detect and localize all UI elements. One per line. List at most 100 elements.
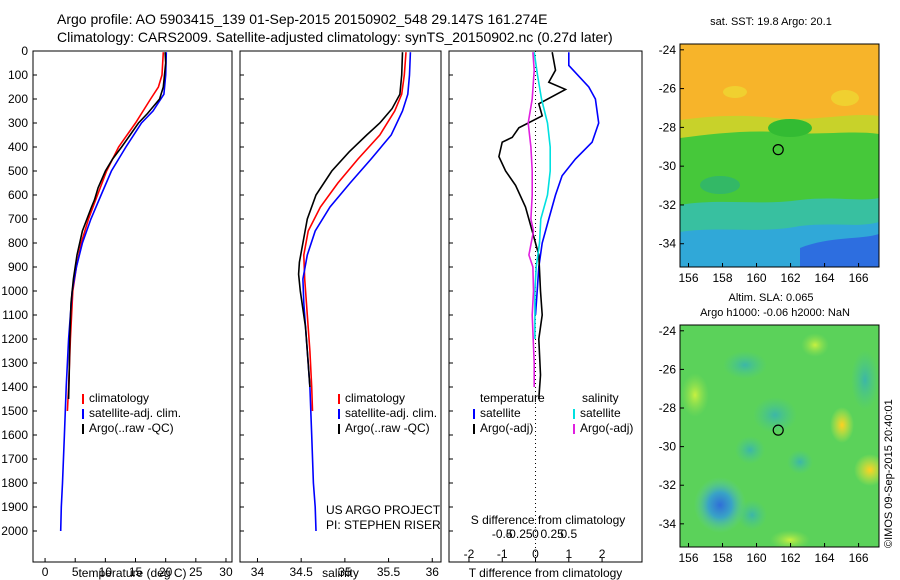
sla-lat-label: -30 — [659, 440, 677, 454]
salinity-panel: 34 34.5 35 35.5 36 salinity climatologysatelli… — [239, 50, 442, 580]
t-diff-tick-label: -2 — [464, 547, 475, 561]
plot-title-line1: Argo profile: AO 5903415_139 01-Sep-2015… — [57, 11, 548, 27]
depth-tick-label: 1700 — [1, 452, 28, 466]
depth-tick-label: 1400 — [1, 380, 28, 394]
s-diff-tick-label: -0.25 — [505, 527, 533, 541]
temperature-tick-label: 15 — [129, 565, 143, 579]
depth-tick-label: 400 — [8, 140, 28, 154]
sla-lon-label: 158 — [713, 551, 733, 565]
depth-tick-label: 1200 — [1, 332, 28, 346]
salinity-tick-label: 34 — [251, 565, 265, 579]
s-diff-axis-label: S difference from climatology — [471, 513, 626, 527]
sla-lat-label: -34 — [659, 517, 677, 531]
sst-lat-label: -28 — [659, 120, 677, 134]
temperature-tick-label: 25 — [189, 565, 203, 579]
sla-float-marker — [772, 424, 784, 436]
depth-tick-label: 300 — [8, 116, 28, 130]
depth-tick-label: 500 — [8, 164, 28, 178]
temperature-axis-label: temperature (deg C) — [78, 566, 186, 580]
sst-lon-label: 160 — [747, 271, 767, 285]
s-diff-tick-label: 0.5 — [560, 527, 577, 541]
sst-lon-label: 156 — [678, 271, 698, 285]
salinity-legend-argo: Argo(..raw -QC) — [345, 421, 430, 435]
temperature-panel: 0100200300400500600700800900100011001200… — [1, 44, 233, 580]
temperature-series-argo — [67, 52, 167, 400]
sla-map: 156 158 160 162 164 166 -24 -26 -28 -30 -32 -34 — [659, 324, 880, 565]
sla-lon-label: 166 — [849, 551, 869, 565]
legend-header-salinity: salinity — [582, 391, 619, 405]
salinity-legend-climatology: climatology — [345, 391, 405, 405]
imos-watermark: ©IMOS 09-Sep-2015 20:40:01 — [883, 399, 895, 548]
salinity-series-climatology — [302, 52, 407, 412]
t-diff-tick-label: 1 — [565, 547, 572, 561]
temperature-tick-label: 20 — [159, 565, 173, 579]
difference-panel: -2 -1 0 1 2-0.5-0.25 0 0.250.5S difference fro… — [448, 50, 643, 580]
depth-tick-label: 900 — [8, 260, 28, 274]
temperature-tick-label: 10 — [99, 565, 113, 579]
s-diff-tick-label: 0.25 — [540, 527, 564, 541]
pi-annotation: PI: STEPHEN RISER — [326, 518, 441, 532]
sst-map-title: sat. SST: 19.8 Argo: 20.1 — [710, 16, 832, 28]
depth-tick-label: 1300 — [1, 356, 28, 370]
salinity-tick-label: 34.5 — [289, 565, 313, 579]
sst-lon-label: 166 — [849, 271, 869, 285]
temperature-tick-label: 30 — [219, 565, 233, 579]
depth-tick-label: 2000 — [1, 524, 28, 538]
sla-lon-label: 160 — [747, 551, 767, 565]
sla-lat-label: -26 — [659, 362, 677, 376]
s-diff-tick-label: 0 — [532, 527, 539, 541]
depth-tick-label: 1000 — [1, 284, 28, 298]
temperature-legend-satellite: satellite-adj. clim. — [89, 406, 181, 420]
depth-tick-label: 700 — [8, 212, 28, 226]
depth-tick-label: 0 — [21, 44, 28, 58]
temperature-frame — [32, 50, 233, 563]
difference-series-s_argo — [527, 52, 536, 387]
temperature-legend-argo: Argo(..raw -QC) — [89, 421, 174, 435]
depth-tick-label: 1800 — [1, 476, 28, 490]
depth-tick-label: 600 — [8, 188, 28, 202]
sst-lat-label: -26 — [659, 82, 677, 96]
temperature-legend-climatology: climatology — [89, 391, 149, 405]
depth-tick-label: 800 — [8, 236, 28, 250]
salinity-axis-label: salinity — [322, 566, 359, 580]
depth-tick-label: 1100 — [2, 308, 28, 322]
temperature-tick-label: 0 — [42, 565, 49, 579]
difference-legend-t-satellite: satellite — [480, 406, 521, 420]
sst-float-marker — [772, 144, 784, 156]
depth-tick-label: 1500 — [1, 404, 28, 418]
sst-lon-label: 162 — [781, 271, 801, 285]
salinity-tick-label: 35.5 — [377, 565, 401, 579]
sla-lon-label: 164 — [815, 551, 835, 565]
difference-legend-s-satellite: satellite — [580, 406, 621, 420]
sst-lon-label: 158 — [713, 271, 733, 285]
t-diff-tick-label: -1 — [497, 547, 508, 561]
salinity-tick-label: 35 — [338, 565, 352, 579]
sla-lon-label: 156 — [678, 551, 698, 565]
depth-tick-label: 1600 — [1, 428, 28, 442]
sst-lon-label: 164 — [815, 271, 835, 285]
salinity-series-satellite — [302, 52, 412, 532]
t-diff-tick-label: 2 — [599, 547, 606, 561]
sst-map: 156 158 160 162 164 166 -24 -26 -28 -30 -32 -34 — [659, 43, 880, 285]
sla-lon-label: 162 — [781, 551, 801, 565]
plot-title-line2: Climatology: CARS2009. Satellite-adjuste… — [57, 29, 613, 45]
depth-tick-label: 1900 — [1, 500, 28, 514]
sst-lat-label: -30 — [659, 159, 677, 173]
sla-lat-label: -24 — [659, 324, 677, 338]
salinity-tick-label: 36 — [426, 565, 440, 579]
t-diff-tick-label: 0 — [532, 547, 539, 561]
temperature-tick-label: 5 — [72, 565, 79, 579]
legend-header-temperature: temperature — [480, 391, 545, 405]
t-diff-axis-label: T difference from climatology — [469, 566, 623, 580]
temperature-series-climatology — [66, 52, 165, 412]
difference-series-argo — [498, 52, 568, 400]
sla-lat-label: -32 — [659, 478, 677, 492]
difference-legend-s-argo: Argo(-adj) — [580, 421, 633, 435]
difference-series-t_satellite — [534, 52, 600, 316]
depth-tick-label: 200 — [8, 92, 28, 106]
sla-lat-label: -28 — [659, 401, 677, 415]
sst-lat-label: -24 — [659, 43, 677, 57]
temperature-series-satellite — [59, 52, 168, 532]
salinity-frame — [239, 50, 442, 563]
